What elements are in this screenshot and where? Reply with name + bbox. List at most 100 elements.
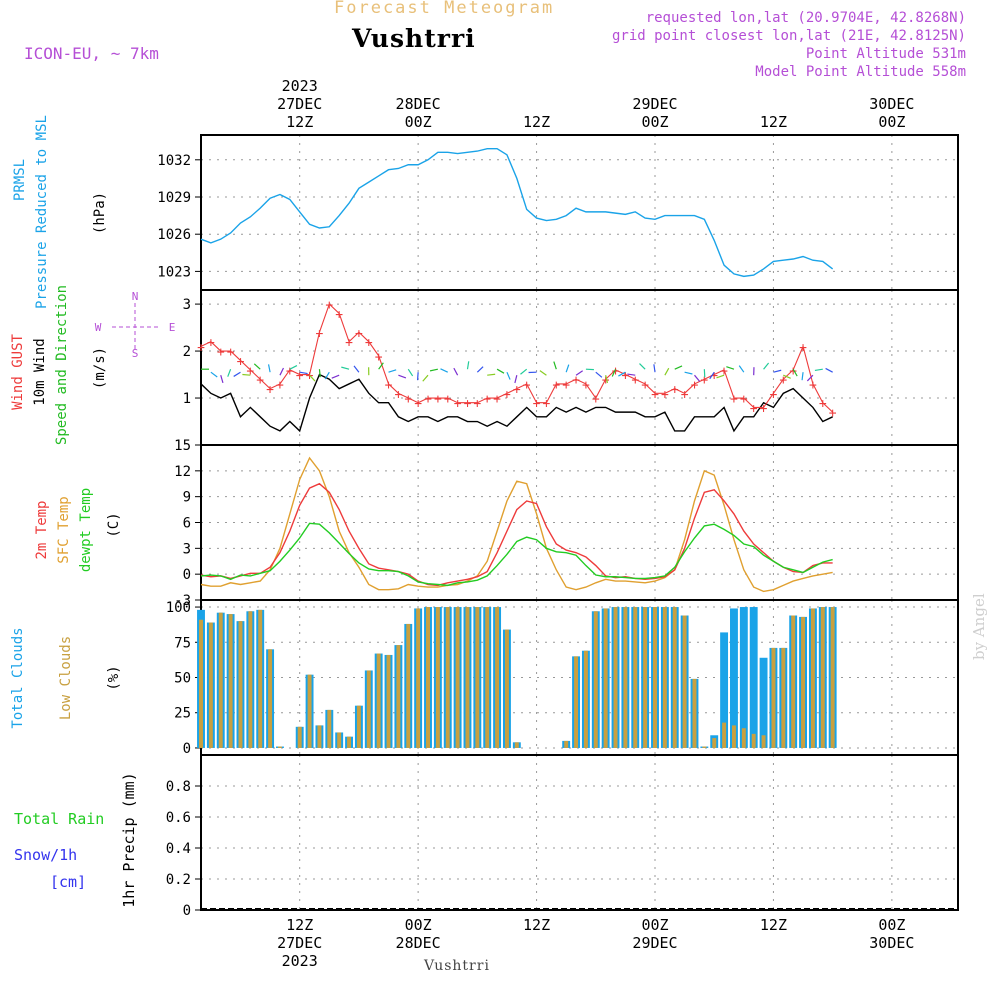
wind-gust-marker: + <box>296 369 304 384</box>
wind-gust-marker: + <box>385 378 393 393</box>
low-clouds-bar <box>376 653 381 748</box>
x-tick-label-top: 30DEC <box>869 95 914 113</box>
wind-gust-marker: + <box>513 383 521 398</box>
low-clouds-bar <box>406 623 411 748</box>
low-clouds-bar <box>337 732 342 748</box>
wind-gust-marker: + <box>829 406 837 421</box>
pressure-series-line <box>200 147 834 278</box>
x-tick-label-top: 00Z <box>878 113 905 131</box>
low-clouds-bar <box>327 709 332 748</box>
wind-gust-marker: + <box>473 397 481 412</box>
low-clouds-bar <box>297 726 302 748</box>
y-tick-label: 0 <box>183 567 191 583</box>
wind-gust-marker: + <box>631 373 639 388</box>
wind-direction-arrow <box>279 367 285 376</box>
location-title: Vushtrri <box>352 24 476 53</box>
low-clouds-bar <box>672 607 677 748</box>
wind-unit: (m/s) <box>92 347 108 389</box>
wind-gust-marker: + <box>661 387 669 402</box>
low-clouds-bar <box>771 647 776 748</box>
y-tick-label: 1029 <box>157 190 191 206</box>
y-tick-label: 1 <box>183 391 191 407</box>
wind-gust-marker: + <box>799 340 807 355</box>
y-tick-label: 9 <box>183 490 191 506</box>
low-clouds-bar <box>593 611 598 748</box>
low-clouds-bar <box>268 649 273 748</box>
x-tick-label-top: 12Z <box>760 113 787 131</box>
wind-direction-arrow <box>210 371 218 378</box>
wind-gust-marker: + <box>493 392 501 407</box>
low-clouds-bar <box>791 615 796 748</box>
total-clouds-bar <box>730 608 738 748</box>
low-clouds-bar <box>741 728 746 748</box>
low-clouds-bar <box>277 746 282 748</box>
wind-direction-arrow <box>814 368 823 372</box>
wind-direction-arrow <box>763 362 770 370</box>
total-clouds-bar <box>720 632 729 748</box>
wind-direction-arrow <box>242 373 251 376</box>
wind-gust-marker: + <box>621 369 629 384</box>
wind-gust-marker: + <box>246 364 254 379</box>
wind-direction-arrow <box>466 361 470 370</box>
wind-direction-arrow <box>267 364 271 373</box>
wind-direction-arrow <box>407 368 414 377</box>
wind-gust-marker: + <box>325 298 333 313</box>
wind-direction-arrow <box>353 365 360 373</box>
y-tick-label: 50 <box>174 671 191 687</box>
wind-direction-arrow <box>388 369 397 373</box>
footer-location: Vushtrri <box>424 958 490 974</box>
wind-direction-arrow <box>220 375 224 384</box>
low-clouds-bar <box>495 607 500 748</box>
temperature-panel: -3 0 3 6 9 12 15 <box>174 438 959 609</box>
wind-direction-arrow <box>595 371 603 378</box>
wind-gust-marker: + <box>602 373 610 388</box>
wind-gust-marker: + <box>276 378 284 393</box>
low-clouds-bar <box>603 608 608 748</box>
panel-frame <box>200 289 959 446</box>
wind-gust-marker: + <box>483 392 491 407</box>
wind-gust-marker: + <box>335 307 343 322</box>
wind-direction-arrow <box>309 374 316 382</box>
low-clouds-bar <box>317 725 322 748</box>
wind-direction-arrow <box>773 369 782 373</box>
wind-direction-arrow <box>398 374 407 379</box>
wind-gust-marker: + <box>533 397 541 412</box>
temp-2m-series-line <box>200 482 833 587</box>
wind-direction-arrow <box>514 375 518 384</box>
wind-gust-marker: + <box>770 387 778 402</box>
model-label: ICON-EU, ~ 7km <box>24 44 159 63</box>
x-tick-label-bottom: 27DEC <box>277 934 322 952</box>
low-clouds-bar <box>455 607 460 748</box>
wind-gust-marker: + <box>651 387 659 402</box>
wind-gust-marker: + <box>345 336 353 351</box>
wind-gust-marker: + <box>789 364 797 379</box>
wind-gust-marker: + <box>316 326 324 341</box>
low-clouds-bar <box>801 616 806 748</box>
wind-gust-marker: + <box>562 378 570 393</box>
x-tick-label-bottom: 12Z <box>523 916 550 934</box>
wind-direction-arrow <box>618 371 626 377</box>
wind-direction-arrow <box>694 374 701 382</box>
wind-direction-arrow <box>825 367 833 373</box>
model-altitude: Model Point Altitude 558m <box>755 64 966 80</box>
snow-label: Snow/1h <box>14 846 77 864</box>
dewpt-temp-series-line <box>200 522 833 587</box>
wind-direction-arrow <box>422 374 429 382</box>
wind-direction-arrow <box>416 372 419 381</box>
wind-direction-arrow <box>318 369 321 378</box>
panel-frame <box>200 754 959 911</box>
wind-direction-arrow <box>429 368 438 372</box>
y-tick-label: 0 <box>183 903 191 919</box>
wind-gust-marker: + <box>592 392 600 407</box>
x-tick-label-bottom: 00Z <box>641 916 668 934</box>
wind-gust-marker: + <box>641 378 649 393</box>
low-clouds-bar <box>307 674 312 748</box>
y-tick-label: 2 <box>183 344 191 360</box>
wind-gust-marker: + <box>375 350 383 365</box>
pressure-panel: 1023 1026 1029 1032 <box>157 134 959 291</box>
y-tick-label: 0.8 <box>166 779 191 795</box>
clouds-panel: 0 25 50 75 100 <box>166 599 959 757</box>
low-clouds-bar <box>712 738 717 748</box>
wind-gust-marker: + <box>207 336 215 351</box>
wind-gust-marker: + <box>523 378 531 393</box>
